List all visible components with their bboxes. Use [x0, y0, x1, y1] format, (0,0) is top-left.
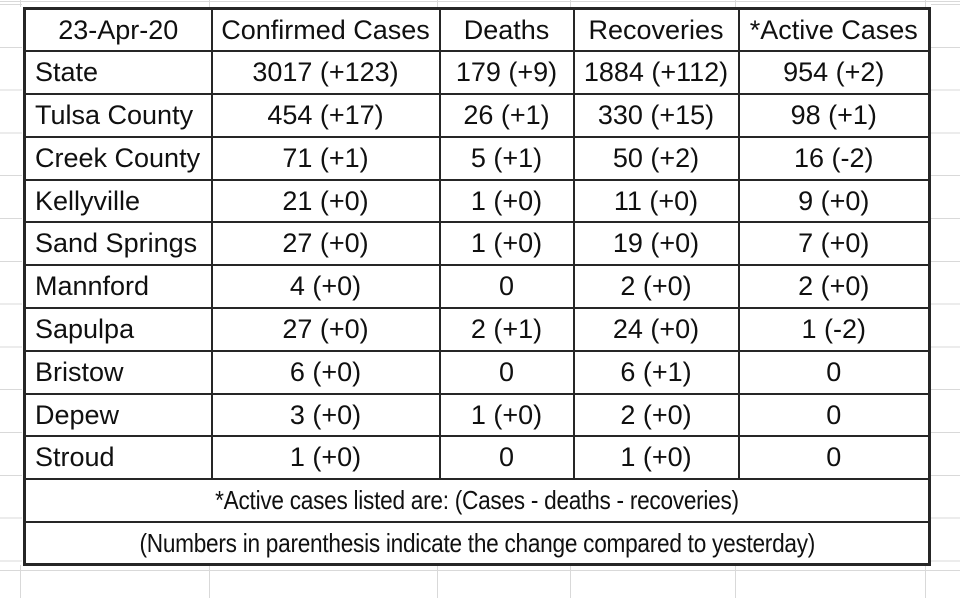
cell-recoveries[interactable]: 6 (+1): [572, 349, 740, 395]
table-row-creek-county: Creek County 71 (+1) 5 (+1) 50 (+2) 16 (…: [23, 135, 931, 181]
cell-active[interactable]: 98 (+1): [737, 93, 931, 138]
cell-recoveries[interactable]: 19 (+0): [572, 221, 740, 267]
gridline: [437, 565, 438, 598]
cell-deaths[interactable]: 0: [438, 264, 575, 310]
footnote-text: *Active cases listed are: (Cases - death…: [215, 485, 739, 516]
cell-confirmed[interactable]: 21 (+0): [210, 178, 441, 224]
footnote-cell[interactable]: *Active cases listed are: (Cases - death…: [23, 478, 931, 524]
cell-confirmed[interactable]: 1 (+0): [210, 435, 441, 481]
row-label[interactable]: Mannford: [23, 264, 213, 310]
cell-recoveries[interactable]: 50 (+2): [572, 135, 740, 181]
cell-active[interactable]: 0: [737, 435, 931, 481]
column-header-recoveries[interactable]: Recoveries: [572, 7, 740, 53]
cell-active[interactable]: 7 (+0): [737, 221, 931, 267]
cell-confirmed[interactable]: 27 (+0): [210, 221, 441, 267]
table-row-sapulpa: Sapulpa 27 (+0) 2 (+1) 24 (+0) 1 (-2): [23, 307, 931, 352]
cell-deaths[interactable]: 179 (+9): [438, 50, 575, 96]
cell-recoveries[interactable]: 24 (+0): [572, 307, 740, 352]
cell-active[interactable]: 0: [737, 392, 931, 438]
cell-deaths[interactable]: 1 (+0): [438, 178, 575, 224]
column-header-deaths[interactable]: Deaths: [438, 7, 575, 53]
table-row-bristow: Bristow 6 (+0) 0 6 (+1) 0: [23, 349, 931, 395]
footnote-text: (Numbers in parenthesis indicate the cha…: [139, 527, 815, 558]
cell-confirmed[interactable]: 3 (+0): [210, 392, 441, 438]
row-label[interactable]: Tulsa County: [23, 93, 213, 138]
cell-deaths[interactable]: 0: [438, 349, 575, 395]
row-label[interactable]: Depew: [23, 392, 213, 438]
cell-deaths[interactable]: 1 (+0): [438, 392, 575, 438]
gridline: [735, 0, 736, 7]
cell-deaths[interactable]: 1 (+0): [438, 221, 575, 267]
row-label[interactable]: Stroud: [23, 435, 213, 481]
table-row-mannford: Mannford 4 (+0) 0 2 (+0) 2 (+0): [23, 264, 931, 310]
gridline: [931, 4, 960, 565]
cell-recoveries[interactable]: 11 (+0): [572, 178, 740, 224]
header-row: 23-Apr-20 Confirmed Cases Deaths Recover…: [23, 7, 931, 53]
table-row-kellyville: Kellyville 21 (+0) 1 (+0) 11 (+0) 9 (+0): [23, 178, 931, 224]
gridline: [20, 565, 21, 598]
cell-confirmed[interactable]: 6 (+0): [210, 349, 441, 395]
cell-active[interactable]: 1 (-2): [737, 307, 931, 352]
cell-confirmed[interactable]: 454 (+17): [210, 93, 441, 138]
footnote-row-parenthesis: (Numbers in parenthesis indicate the cha…: [23, 521, 931, 566]
gridline: [570, 565, 571, 598]
cell-recoveries[interactable]: 2 (+0): [572, 264, 740, 310]
cell-deaths[interactable]: 2 (+1): [438, 307, 575, 352]
table-row-sand-springs: Sand Springs 27 (+0) 1 (+0) 19 (+0) 7 (+…: [23, 221, 931, 267]
gridline: [735, 565, 736, 598]
cell-active[interactable]: 9 (+0): [737, 178, 931, 224]
table-row-stroud: Stroud 1 (+0) 0 1 (+0) 0: [23, 435, 931, 481]
gridline: [20, 0, 21, 7]
covid-cases-table: 23-Apr-20 Confirmed Cases Deaths Recover…: [23, 7, 931, 567]
cell-confirmed[interactable]: 3017 (+123): [210, 50, 441, 96]
row-label[interactable]: Kellyville: [23, 178, 213, 224]
cell-active[interactable]: 2 (+0): [737, 264, 931, 310]
cell-recoveries[interactable]: 1 (+0): [572, 435, 740, 481]
cell-active[interactable]: 16 (-2): [737, 135, 931, 181]
gridline: [570, 0, 571, 7]
column-header-confirmed-cases[interactable]: Confirmed Cases: [210, 7, 441, 53]
gridline: [209, 565, 210, 598]
gridline: [925, 0, 926, 7]
cell-confirmed[interactable]: 71 (+1): [210, 135, 441, 181]
cell-recoveries[interactable]: 2 (+0): [572, 392, 740, 438]
table-row-state: State 3017 (+123) 179 (+9) 1884 (+112) 9…: [23, 50, 931, 96]
table-row-tulsa-county: Tulsa County 454 (+17) 26 (+1) 330 (+15)…: [23, 93, 931, 138]
date-header-cell[interactable]: 23-Apr-20: [23, 7, 213, 53]
cell-confirmed[interactable]: 4 (+0): [210, 264, 441, 310]
gridline: [437, 0, 438, 7]
footnote-row-active-cases: *Active cases listed are: (Cases - death…: [23, 478, 931, 524]
row-label[interactable]: State: [23, 50, 213, 96]
footnote-cell[interactable]: (Numbers in parenthesis indicate the cha…: [23, 521, 931, 566]
cell-recoveries[interactable]: 330 (+15): [572, 93, 740, 138]
table-row-depew: Depew 3 (+0) 1 (+0) 2 (+0) 0: [23, 392, 931, 438]
row-label[interactable]: Bristow: [23, 349, 213, 395]
gridline: [0, 4, 22, 565]
gridline: [0, 1, 960, 2]
gridline: [209, 0, 210, 7]
cell-recoveries[interactable]: 1884 (+112): [572, 50, 740, 96]
cell-confirmed[interactable]: 27 (+0): [210, 307, 441, 352]
column-header-active-cases[interactable]: *Active Cases: [737, 7, 931, 53]
gridline: [925, 565, 926, 598]
gridline: [0, 570, 960, 571]
cell-deaths[interactable]: 5 (+1): [438, 135, 575, 181]
cell-active[interactable]: 954 (+2): [737, 50, 931, 96]
cell-active[interactable]: 0: [737, 349, 931, 395]
row-label[interactable]: Sapulpa: [23, 307, 213, 352]
cell-deaths[interactable]: 26 (+1): [438, 93, 575, 138]
row-label[interactable]: Creek County: [23, 135, 213, 181]
cell-deaths[interactable]: 0: [438, 435, 575, 481]
row-label[interactable]: Sand Springs: [23, 221, 213, 267]
